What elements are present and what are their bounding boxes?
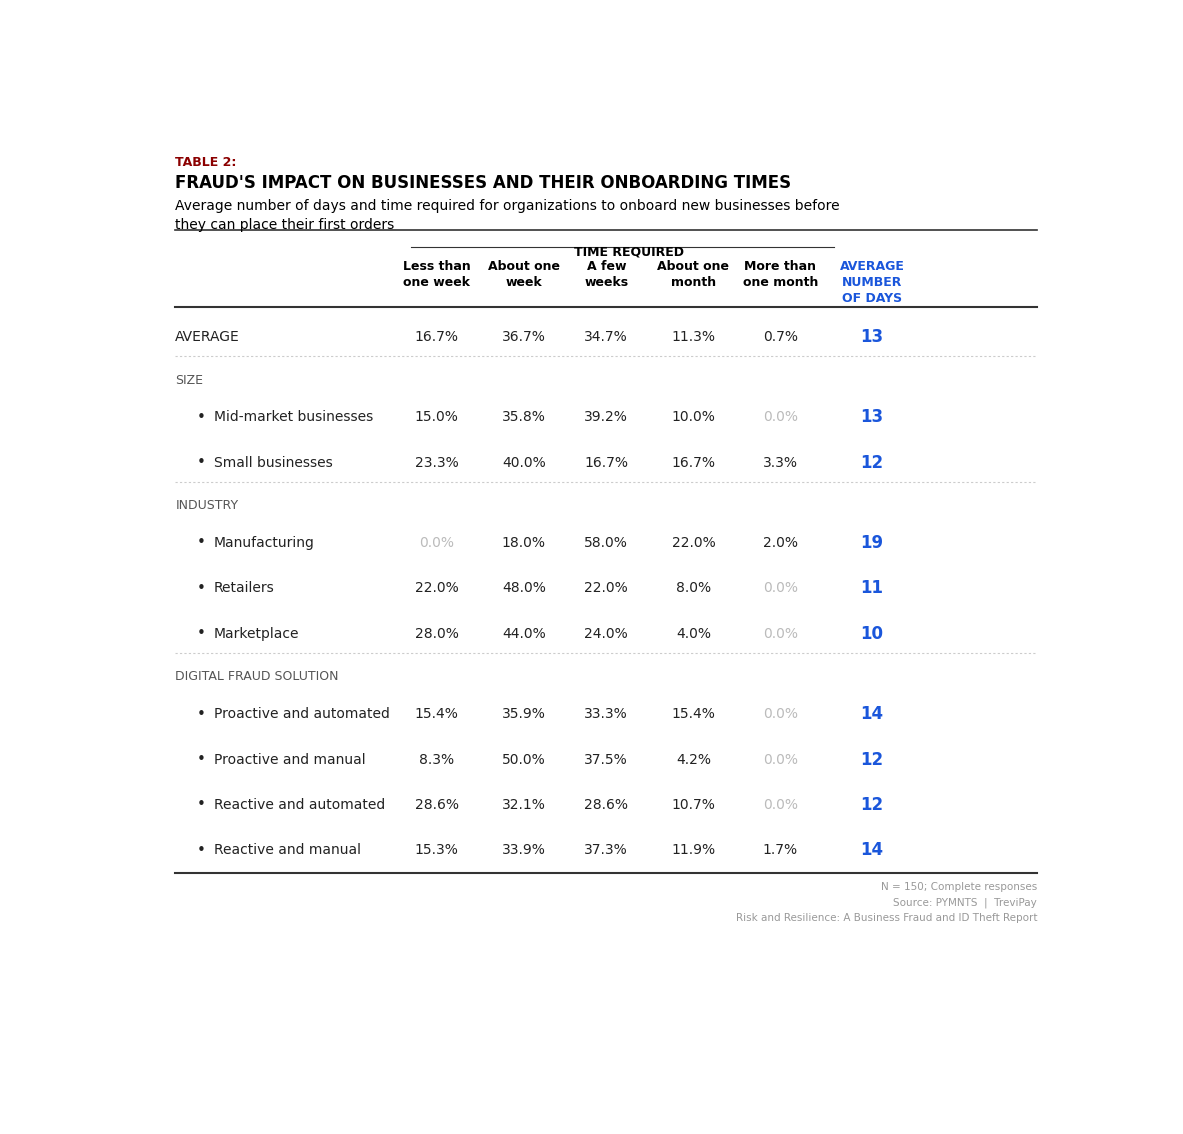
- Text: •: •: [196, 706, 206, 721]
- Text: 19: 19: [860, 534, 884, 552]
- Text: 10.0%: 10.0%: [672, 411, 716, 424]
- Text: 0.0%: 0.0%: [763, 582, 799, 595]
- Text: •: •: [196, 626, 206, 642]
- Text: AVERAGE: AVERAGE: [175, 330, 240, 344]
- Text: 15.4%: 15.4%: [672, 708, 716, 721]
- Text: 15.4%: 15.4%: [415, 708, 459, 721]
- Text: 15.3%: 15.3%: [415, 844, 459, 857]
- Text: 1.7%: 1.7%: [763, 844, 799, 857]
- Text: 4.2%: 4.2%: [675, 753, 711, 767]
- Text: 16.7%: 16.7%: [584, 456, 628, 469]
- Text: 22.0%: 22.0%: [584, 582, 628, 595]
- Text: Mid-market businesses: Mid-market businesses: [214, 411, 373, 424]
- Text: 50.0%: 50.0%: [502, 753, 545, 767]
- Text: 28.6%: 28.6%: [584, 798, 628, 812]
- Text: 28.0%: 28.0%: [415, 627, 459, 641]
- Text: Average number of days and time required for organizations to onboard new busine: Average number of days and time required…: [175, 198, 840, 232]
- Text: 33.3%: 33.3%: [584, 708, 628, 721]
- Text: •: •: [196, 581, 206, 595]
- Text: 0.0%: 0.0%: [763, 411, 799, 424]
- Text: 37.5%: 37.5%: [584, 753, 628, 767]
- Text: About one
week: About one week: [487, 260, 560, 289]
- Text: TIME REQUIRED: TIME REQUIRED: [574, 245, 684, 259]
- Text: 0.0%: 0.0%: [763, 798, 799, 812]
- Text: 16.7%: 16.7%: [672, 456, 716, 469]
- Text: Small businesses: Small businesses: [214, 456, 332, 469]
- Text: SIZE: SIZE: [175, 373, 203, 387]
- Text: 11.3%: 11.3%: [672, 330, 716, 344]
- Text: Proactive and automated: Proactive and automated: [214, 708, 389, 721]
- Text: 10.7%: 10.7%: [672, 798, 716, 812]
- Text: 4.0%: 4.0%: [675, 627, 711, 641]
- Text: Reactive and manual: Reactive and manual: [214, 844, 361, 857]
- Text: DIGITAL FRAUD SOLUTION: DIGITAL FRAUD SOLUTION: [175, 670, 338, 684]
- Text: 36.7%: 36.7%: [502, 330, 545, 344]
- Text: 0.0%: 0.0%: [763, 708, 799, 721]
- Text: AVERAGE
NUMBER
OF DAYS: AVERAGE NUMBER OF DAYS: [840, 260, 905, 305]
- Text: 33.9%: 33.9%: [502, 844, 545, 857]
- Text: 0.0%: 0.0%: [419, 536, 454, 550]
- Text: 11: 11: [861, 579, 884, 598]
- Text: 0.0%: 0.0%: [763, 753, 799, 767]
- Text: 14: 14: [860, 705, 884, 723]
- Text: 12: 12: [860, 796, 884, 814]
- Text: TABLE 2:: TABLE 2:: [175, 156, 237, 169]
- Text: 14: 14: [860, 841, 884, 860]
- Text: Less than
one week: Less than one week: [402, 260, 471, 289]
- Text: 44.0%: 44.0%: [502, 627, 545, 641]
- Text: 23.3%: 23.3%: [415, 456, 459, 469]
- Text: •: •: [196, 455, 206, 471]
- Text: •: •: [196, 535, 206, 550]
- Text: 18.0%: 18.0%: [502, 536, 545, 550]
- Text: 37.3%: 37.3%: [584, 844, 628, 857]
- Text: Source: PYMNTS  |  TreviPay: Source: PYMNTS | TreviPay: [893, 897, 1037, 908]
- Text: About one
month: About one month: [658, 260, 730, 289]
- Text: 8.0%: 8.0%: [675, 582, 711, 595]
- Text: 0.0%: 0.0%: [763, 627, 799, 641]
- Text: 16.7%: 16.7%: [415, 330, 459, 344]
- Text: 28.6%: 28.6%: [415, 798, 459, 812]
- Text: 22.0%: 22.0%: [415, 582, 459, 595]
- Text: 3.3%: 3.3%: [763, 456, 799, 469]
- Text: 34.7%: 34.7%: [584, 330, 628, 344]
- Text: 13: 13: [860, 408, 884, 426]
- Text: 32.1%: 32.1%: [502, 798, 545, 812]
- Text: More than
one month: More than one month: [743, 260, 819, 289]
- Text: A few
weeks: A few weeks: [584, 260, 628, 289]
- Text: FRAUD'S IMPACT ON BUSINESSES AND THEIR ONBOARDING TIMES: FRAUD'S IMPACT ON BUSINESSES AND THEIR O…: [175, 174, 791, 192]
- Text: 24.0%: 24.0%: [584, 627, 628, 641]
- Text: 11.9%: 11.9%: [671, 844, 716, 857]
- Text: 10: 10: [861, 625, 884, 643]
- Text: N = 150; Complete responses: N = 150; Complete responses: [881, 882, 1037, 891]
- Text: 39.2%: 39.2%: [584, 411, 628, 424]
- Text: 58.0%: 58.0%: [584, 536, 628, 550]
- Text: Retailers: Retailers: [214, 582, 274, 595]
- Text: INDUSTRY: INDUSTRY: [175, 499, 239, 513]
- Text: Risk and Resilience: A Business Fraud and ID Theft Report: Risk and Resilience: A Business Fraud an…: [736, 913, 1037, 923]
- Text: 13: 13: [860, 328, 884, 346]
- Text: 35.8%: 35.8%: [502, 411, 545, 424]
- Text: 12: 12: [860, 751, 884, 769]
- Text: •: •: [196, 409, 206, 425]
- Text: 15.0%: 15.0%: [415, 411, 459, 424]
- Text: 48.0%: 48.0%: [502, 582, 545, 595]
- Text: 35.9%: 35.9%: [502, 708, 545, 721]
- Text: •: •: [196, 843, 206, 857]
- Text: 2.0%: 2.0%: [763, 536, 799, 550]
- Text: •: •: [196, 752, 206, 767]
- Text: 22.0%: 22.0%: [672, 536, 716, 550]
- Text: •: •: [196, 797, 206, 812]
- Text: Marketplace: Marketplace: [214, 627, 299, 641]
- Text: Manufacturing: Manufacturing: [214, 536, 315, 550]
- Text: Proactive and manual: Proactive and manual: [214, 753, 366, 767]
- Text: 0.7%: 0.7%: [763, 330, 799, 344]
- Text: Reactive and automated: Reactive and automated: [214, 798, 386, 812]
- Text: 40.0%: 40.0%: [502, 456, 545, 469]
- Text: 12: 12: [860, 454, 884, 472]
- Text: 8.3%: 8.3%: [419, 753, 454, 767]
